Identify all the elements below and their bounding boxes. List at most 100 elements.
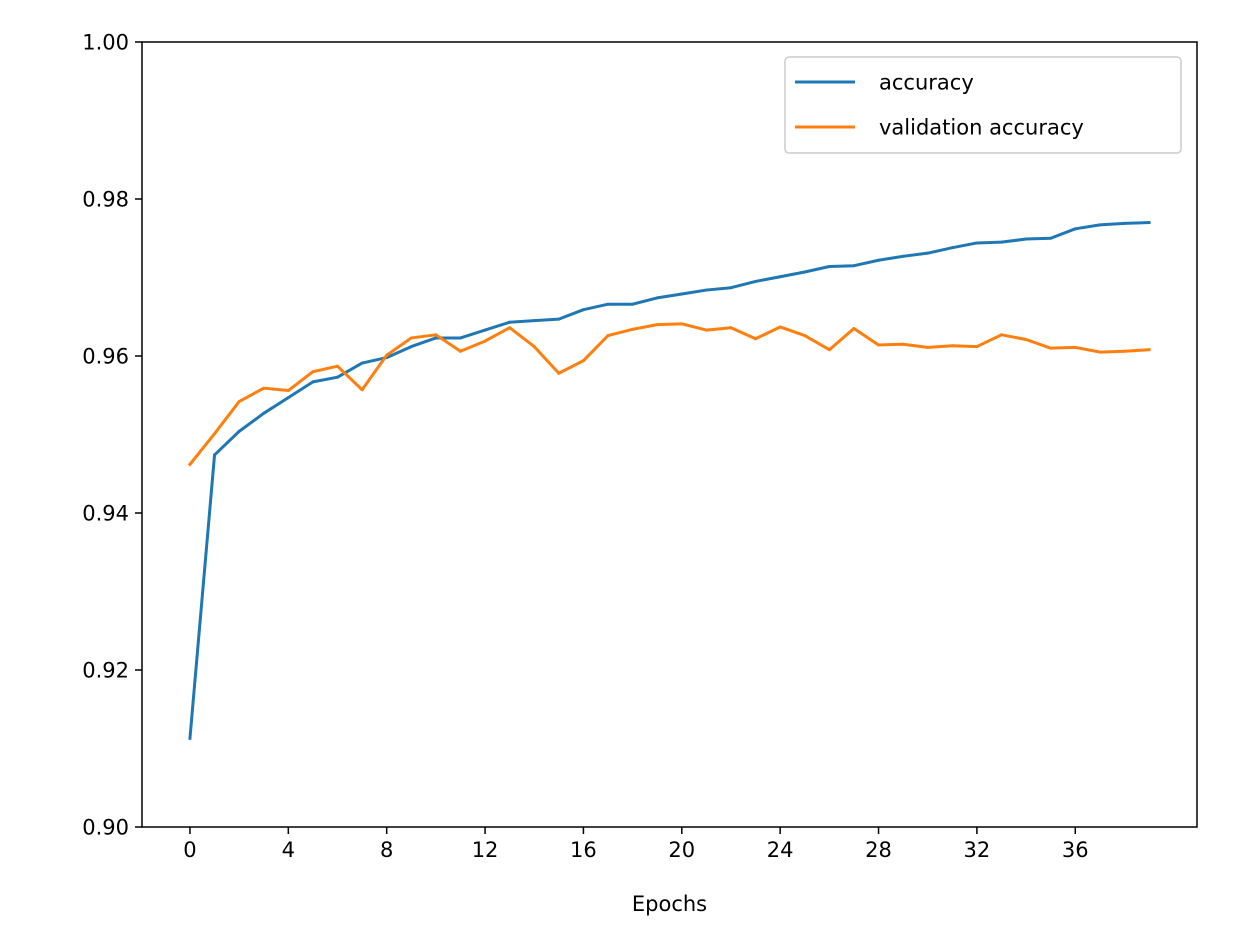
data-point <box>827 348 831 352</box>
data-point <box>508 326 512 330</box>
data-point <box>1147 221 1151 225</box>
legend-box <box>784 56 1182 154</box>
data-point <box>803 270 807 274</box>
data-point <box>360 388 364 392</box>
series-line-0 <box>188 221 1151 740</box>
data-point <box>926 251 930 255</box>
legend-label-1: validation accuracy <box>879 116 1084 140</box>
data-point <box>385 353 389 357</box>
data-point <box>1098 350 1102 354</box>
data-point <box>434 333 438 337</box>
data-point <box>999 240 1003 244</box>
data-point <box>1122 349 1126 353</box>
data-point <box>704 328 708 332</box>
x-tick-label: 4 <box>282 838 295 862</box>
x-tick-label: 28 <box>865 838 892 862</box>
y-tick-label: 0.96 <box>82 345 129 369</box>
plot-frame <box>141 41 1198 828</box>
data-point <box>975 241 979 245</box>
data-point <box>975 345 979 349</box>
data-point <box>237 400 241 404</box>
data-point <box>655 296 659 300</box>
data-point <box>409 345 413 349</box>
x-tick-label: 20 <box>668 838 695 862</box>
data-point <box>950 246 954 250</box>
legend-label-0: accuracy <box>879 71 974 95</box>
data-point <box>237 429 241 433</box>
y-tick-label: 1.00 <box>82 31 129 55</box>
data-point <box>483 339 487 343</box>
data-point <box>188 736 192 740</box>
data-point <box>1098 223 1102 227</box>
data-point <box>1049 346 1053 350</box>
data-point <box>262 386 266 390</box>
x-tick-label: 16 <box>570 838 597 862</box>
data-point <box>729 326 733 330</box>
data-point <box>336 375 340 379</box>
data-point <box>532 345 536 349</box>
x-tick-label: 36 <box>1062 838 1089 862</box>
data-point <box>286 389 290 393</box>
data-point <box>188 462 192 466</box>
data-point <box>606 302 610 306</box>
data-point <box>1122 221 1126 225</box>
data-point <box>655 323 659 327</box>
x-tick-label: 8 <box>380 838 393 862</box>
data-point <box>901 342 905 346</box>
data-point <box>557 317 561 321</box>
data-point <box>409 336 413 340</box>
data-point <box>581 359 585 363</box>
x-axis-label: Epochs <box>632 892 707 916</box>
data-point <box>827 265 831 269</box>
data-point <box>262 411 266 415</box>
data-point <box>458 336 462 340</box>
data-point <box>311 380 315 384</box>
data-point <box>1073 227 1077 231</box>
data-point <box>557 371 561 375</box>
data-point <box>213 432 217 436</box>
data-point <box>877 258 881 262</box>
data-point <box>581 308 585 312</box>
data-point <box>680 322 684 326</box>
series-line-1 <box>187 322 1151 467</box>
y-tick-label: 0.94 <box>82 502 129 526</box>
data-point <box>483 328 487 332</box>
data-point <box>336 364 340 368</box>
data-point <box>926 345 930 349</box>
data-point <box>877 343 881 347</box>
data-point <box>606 334 610 338</box>
data-point <box>950 344 954 348</box>
data-point <box>754 337 758 341</box>
data-point <box>1073 345 1077 349</box>
data-point <box>803 334 807 338</box>
data-point <box>458 349 462 353</box>
data-point <box>434 336 438 340</box>
data-point <box>680 292 684 296</box>
data-point <box>631 302 635 306</box>
y-tick-label: 0.98 <box>82 188 129 212</box>
data-point <box>1024 237 1028 241</box>
data-point <box>901 254 905 258</box>
data-point <box>704 288 708 292</box>
data-point <box>852 264 856 268</box>
x-tick-label: 0 <box>183 838 196 862</box>
data-point <box>213 453 217 457</box>
data-point <box>1049 236 1053 240</box>
data-point <box>852 327 856 331</box>
data-point <box>286 396 290 400</box>
data-point <box>729 286 733 290</box>
data-point <box>754 279 758 283</box>
data-point <box>311 370 315 374</box>
x-tick-label: 32 <box>964 838 991 862</box>
data-point <box>360 361 364 365</box>
legend: accuracy validation accuracy <box>784 56 1182 154</box>
data-point <box>999 333 1003 337</box>
y-tick-label: 0.90 <box>82 816 129 840</box>
x-tick-label: 24 <box>767 838 794 862</box>
data-point <box>1147 348 1151 352</box>
data-point <box>532 319 536 323</box>
data-point <box>778 275 782 279</box>
x-tick-label: 12 <box>472 838 499 862</box>
data-point <box>508 320 512 324</box>
